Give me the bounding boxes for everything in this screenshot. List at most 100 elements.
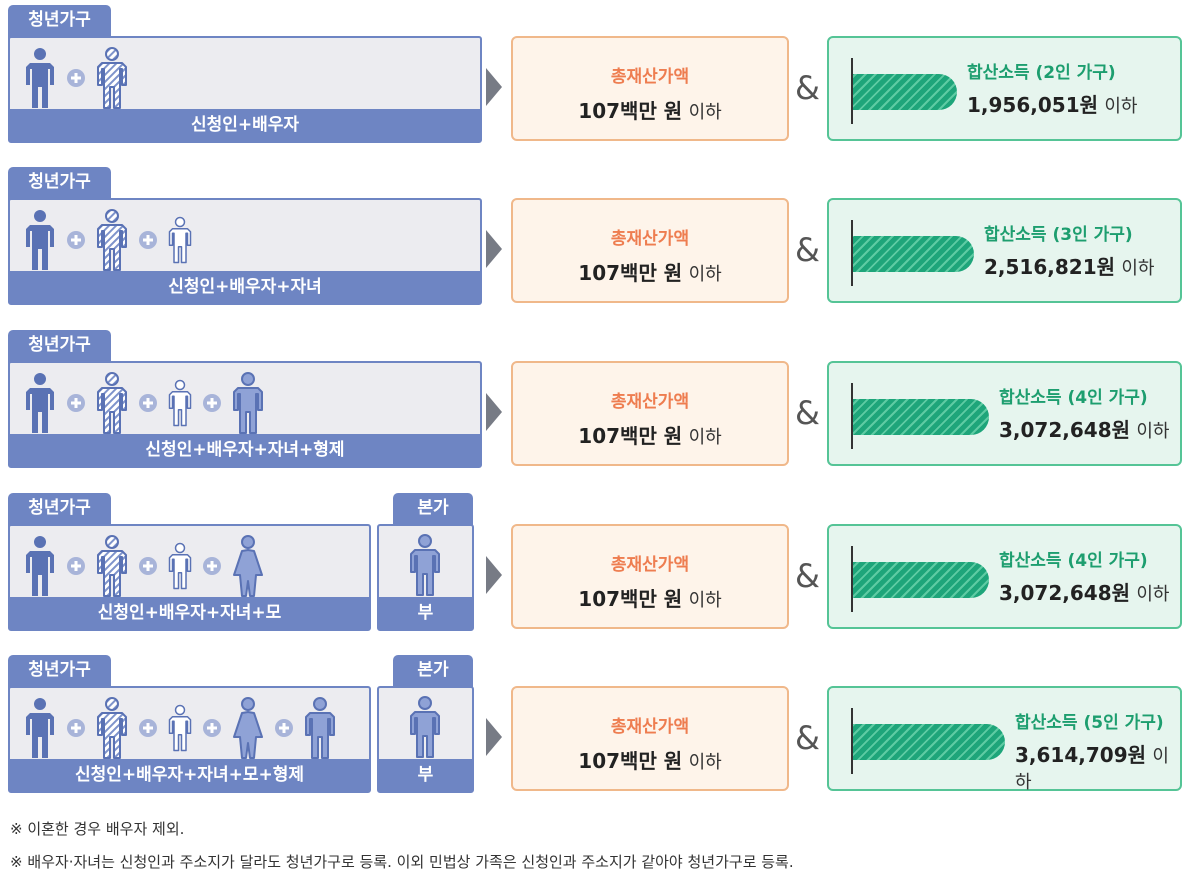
- people-group: [24, 696, 336, 760]
- income-text: 합산소득 (2인 가구) 1,956,051원 이하: [967, 58, 1138, 118]
- plus-icon: [139, 231, 157, 249]
- asset-title: 총재산가액: [610, 555, 690, 575]
- income-title: 합산소득 (4인 가구): [999, 551, 1148, 571]
- people-group: [24, 534, 264, 598]
- income-axis-line: [851, 546, 853, 612]
- child-person-icon: [168, 379, 192, 427]
- income-suffix: 이하: [1121, 258, 1155, 279]
- income-value: 3,072,648원 이하: [999, 414, 1170, 443]
- family-caption: 부: [379, 759, 472, 791]
- asset-suffix: 이하: [688, 427, 722, 448]
- applicant-person-icon: [26, 373, 54, 433]
- income-text: 합산소득 (5인 가구) 3,614,709원 이하: [1015, 708, 1180, 794]
- income-title: 합산소득 (4인 가구): [999, 388, 1148, 408]
- members-caption: 신청인+배우자+자녀: [10, 271, 480, 303]
- asset-title: 총재산가액: [610, 229, 690, 249]
- household-tab: 청년가구: [8, 167, 111, 201]
- income-amount: 3,614,709: [1015, 743, 1128, 767]
- income-axis-line: [851, 58, 853, 124]
- income-suffix: 이하: [1015, 746, 1169, 793]
- income-axis-line: [851, 220, 853, 286]
- income-amount: 2,516,821: [984, 255, 1097, 279]
- arrow-right-icon: [486, 68, 502, 106]
- plus-icon: [67, 231, 85, 249]
- income-suffix: 이하: [1136, 421, 1170, 442]
- income-value: 1,956,051원 이하: [967, 89, 1138, 118]
- family-person-icon: [305, 697, 335, 759]
- father-person-icon: [410, 534, 440, 596]
- plus-icon: [203, 394, 221, 412]
- child-person-icon: [168, 704, 192, 752]
- asset-value: 107백만 원 이하: [513, 583, 787, 612]
- footnote-registration: ※ 배우자·자녀는 신청인과 주소지가 달라도 청년가구로 등록. 이외 민법상…: [10, 853, 794, 871]
- household-panel: 신청인+배우자+자녀: [8, 198, 482, 305]
- applicant-person-icon: [26, 698, 54, 758]
- income-suffix: 이하: [1136, 584, 1170, 605]
- asset-suffix: 이하: [688, 264, 722, 285]
- ampersand: &: [795, 231, 820, 269]
- asset-title: 총재산가액: [610, 392, 690, 412]
- asset-suffix: 이하: [688, 102, 722, 123]
- ampersand: &: [795, 557, 820, 595]
- household-panel: 신청인+배우자: [8, 36, 482, 143]
- income-bar: [853, 236, 974, 272]
- plus-icon: [275, 719, 293, 737]
- asset-amount: 107: [578, 261, 621, 285]
- income-amount: 3,072,648: [999, 418, 1112, 442]
- asset-amount: 107: [578, 749, 621, 773]
- asset-title: 총재산가액: [610, 717, 690, 737]
- income-text: 합산소득 (4인 가구) 3,072,648원 이하: [999, 383, 1170, 443]
- spouse-person-icon: [97, 372, 127, 434]
- plus-icon: [139, 394, 157, 412]
- asset-value: 107백만 원 이하: [513, 95, 787, 124]
- applicant-person-icon: [26, 210, 54, 270]
- household-row: 청년가구 신청인+배우자+자녀 총재산가액 107백만 원 이하 & 합산소득 (3인 가…: [0, 167, 1189, 317]
- members-caption: 신청인+배우자+자녀+모: [10, 597, 369, 629]
- combined-income-box: 합산소득 (4인 가구) 3,072,648원 이하: [827, 524, 1182, 629]
- asset-unit: 백만 원: [620, 261, 683, 285]
- footnote-divorce: ※ 이혼한 경우 배우자 제외.: [10, 820, 185, 838]
- asset-value: 107백만 원 이하: [513, 257, 787, 286]
- asset-amount: 107: [578, 424, 621, 448]
- total-asset-box: 총재산가액 107백만 원 이하: [511, 686, 789, 791]
- applicant-person-icon: [26, 536, 54, 596]
- income-bar: [853, 724, 1005, 760]
- family-panel: 부: [377, 686, 474, 793]
- family-person-icon: [233, 372, 263, 434]
- household-tab: 청년가구: [8, 493, 111, 527]
- income-value: 3,072,648원 이하: [999, 577, 1170, 606]
- family-caption: 부: [379, 597, 472, 629]
- applicant-person-icon: [26, 48, 54, 108]
- arrow-right-icon: [486, 556, 502, 594]
- income-unit: 원: [1127, 743, 1147, 767]
- total-asset-box: 총재산가액 107백만 원 이하: [511, 198, 789, 303]
- income-bar: [853, 562, 989, 598]
- family-people-group: [409, 696, 441, 760]
- plus-icon: [203, 719, 221, 737]
- family-people-group: [409, 534, 441, 598]
- income-title: 합산소득 (3인 가구): [984, 225, 1133, 245]
- people-group: [24, 208, 192, 272]
- members-caption: 신청인+배우자+자녀+형제: [10, 434, 480, 466]
- asset-suffix: 이하: [688, 752, 722, 773]
- household-row: 청년가구 신청인+배우자+자녀+형제 총재산가액 107백만 원 이하 & 합산소득 (4…: [0, 330, 1189, 480]
- asset-value: 107백만 원 이하: [513, 745, 787, 774]
- income-unit: 원: [1111, 581, 1131, 605]
- income-axis-line: [851, 708, 853, 774]
- plus-icon: [67, 719, 85, 737]
- spouse-person-icon: [97, 697, 127, 759]
- spouse-person-icon: [97, 535, 127, 597]
- income-bar: [853, 74, 957, 110]
- plus-icon: [67, 69, 85, 87]
- plus-icon: [203, 557, 221, 575]
- income-bar: [853, 399, 989, 435]
- ampersand: &: [795, 394, 820, 432]
- household-panel: 신청인+배우자+자녀+모: [8, 524, 371, 631]
- income-suffix: 이하: [1104, 96, 1138, 117]
- asset-amount: 107: [578, 587, 621, 611]
- total-asset-box: 총재산가액 107백만 원 이하: [511, 361, 789, 466]
- spouse-person-icon: [97, 47, 127, 109]
- combined-income-box: 합산소득 (2인 가구) 1,956,051원 이하: [827, 36, 1182, 141]
- household-tab: 청년가구: [8, 330, 111, 364]
- spouse-person-icon: [97, 209, 127, 271]
